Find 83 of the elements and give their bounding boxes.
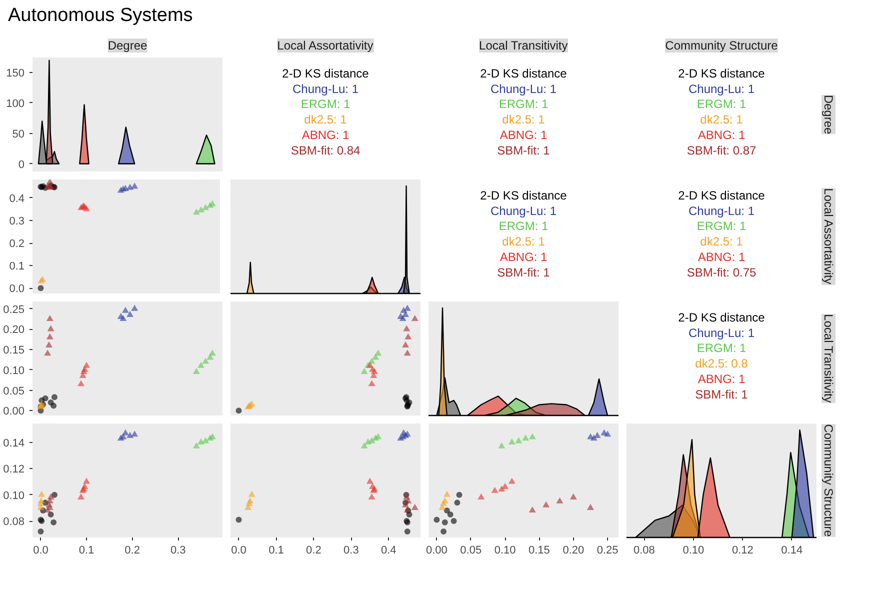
text: Chung-Lu: 1 [688, 204, 755, 218]
text: ABNG: 1 [500, 128, 548, 142]
text: ERGM: 1 [300, 97, 350, 112]
x-tick-label: 0.3 [170, 544, 186, 557]
y-tick-label: 0.00 [3, 406, 25, 418]
text: Autonomous Systems [8, 4, 193, 28]
x-tick-label: 0.4 [381, 544, 396, 557]
x-tick-label: 0.12 [732, 544, 754, 557]
text: ABNG: 1 [302, 128, 350, 142]
text: ABNG: 1 [698, 250, 746, 264]
text: 2-D KS distance [678, 188, 766, 203]
text: ABNG: 1 [698, 372, 746, 386]
x-tick-label: 0.10 [494, 544, 516, 557]
text: ERGM: 1 [696, 341, 746, 356]
text: 2-D KS distance [480, 188, 568, 203]
text: ABNG: 1 [500, 250, 548, 264]
x-tick-label: 0.10 [682, 544, 704, 557]
y-tick-label: 0.1 [9, 260, 25, 273]
x-tick-label: 0.25 [596, 544, 618, 557]
chart-title: Degree [108, 38, 148, 53]
text: Local Transitivity [822, 314, 836, 403]
text: SBM-fit: 1 [497, 144, 550, 158]
text: SBM-fit: 1 [695, 388, 748, 402]
text: ERGM: 1 [498, 219, 548, 234]
y-tick-label: 0.10 [3, 490, 25, 502]
text: Chung-Lu: 1 [688, 326, 755, 340]
y-tick-label: 0.14 [3, 438, 25, 450]
text: ERGM: 1 [696, 97, 746, 112]
y-tick-label: 0.10 [3, 365, 25, 378]
text: 2-D KS distance [678, 310, 766, 325]
x-tick-label: 0.0 [33, 544, 48, 557]
text: dk2.5: 1 [502, 112, 546, 127]
text: Community Structure [665, 38, 778, 53]
text: Local Assortativity [277, 38, 374, 53]
text: SBM-fit: 0.84 [290, 144, 361, 158]
text: Local Assortativity [822, 188, 836, 284]
text: Chung-Lu: 1 [688, 82, 755, 96]
text: dk2.5: 1 [502, 234, 546, 249]
x-tick-label: 0.1 [268, 544, 284, 557]
x-tick-label: 0.3 [344, 544, 359, 557]
text: 2-D KS distance [678, 66, 766, 81]
x-tick-label: 0.08 [634, 544, 655, 557]
y-tick-label: 50 [12, 128, 25, 140]
y-tick-label: 0.08 [3, 516, 25, 528]
text: ERGM: 1 [696, 219, 746, 234]
text: 2-D KS distance [282, 66, 370, 81]
y-tick-label: 0.05 [3, 385, 25, 398]
y-tick-label: 0.15 [3, 344, 25, 357]
text: SBM-fit: 0.75 [686, 266, 757, 280]
text: ERGM: 1 [498, 97, 548, 112]
x-tick-label: 0.15 [528, 544, 550, 557]
y-tick-label: 100 [6, 98, 25, 110]
y2-axis-title: Community Structure [822, 424, 836, 538]
text: SBM-fit: 1 [497, 266, 550, 280]
x-tick-label: 0.2 [124, 544, 140, 557]
text: Degree [822, 94, 836, 135]
text: Local Transitivity [479, 38, 568, 53]
text: Chung-Lu: 1 [490, 82, 557, 96]
y-tick-label: 0 [18, 158, 25, 171]
x-tick-label: 0.14 [781, 544, 803, 557]
x-tick-label: 0.1 [78, 544, 94, 557]
x-tick-label: 0.0 [231, 544, 246, 557]
text: dk2.5: 0.8 [695, 356, 748, 371]
x-tick-label: 0.00 [426, 544, 448, 557]
y-tick-label: 0.4 [9, 193, 25, 206]
y-tick-label: 0.2 [9, 238, 25, 250]
y-tick-label: 0.12 [3, 464, 25, 476]
y-tick-label: 0.0 [9, 283, 25, 296]
y-tick-label: 0.3 [9, 216, 25, 228]
y-tick-label: 0.25 [3, 304, 25, 316]
y-tick-label: 0.20 [3, 324, 25, 336]
x-tick-label: 0.2 [306, 544, 322, 557]
x-tick-label: 0.20 [562, 544, 584, 557]
text: SBM-fit: 0.87 [686, 144, 757, 158]
x-tick-label: 0.05 [460, 544, 482, 557]
text: 2-D KS distance [480, 66, 568, 81]
text: Chung-Lu: 1 [292, 82, 359, 96]
y-tick-label: 150 [6, 68, 25, 80]
text: dk2.5: 1 [304, 112, 348, 127]
text: dk2.5: 1 [700, 234, 744, 249]
text: dk2.5: 1 [700, 112, 744, 127]
text: ABNG: 1 [698, 128, 746, 142]
text: Chung-Lu: 1 [490, 204, 557, 218]
